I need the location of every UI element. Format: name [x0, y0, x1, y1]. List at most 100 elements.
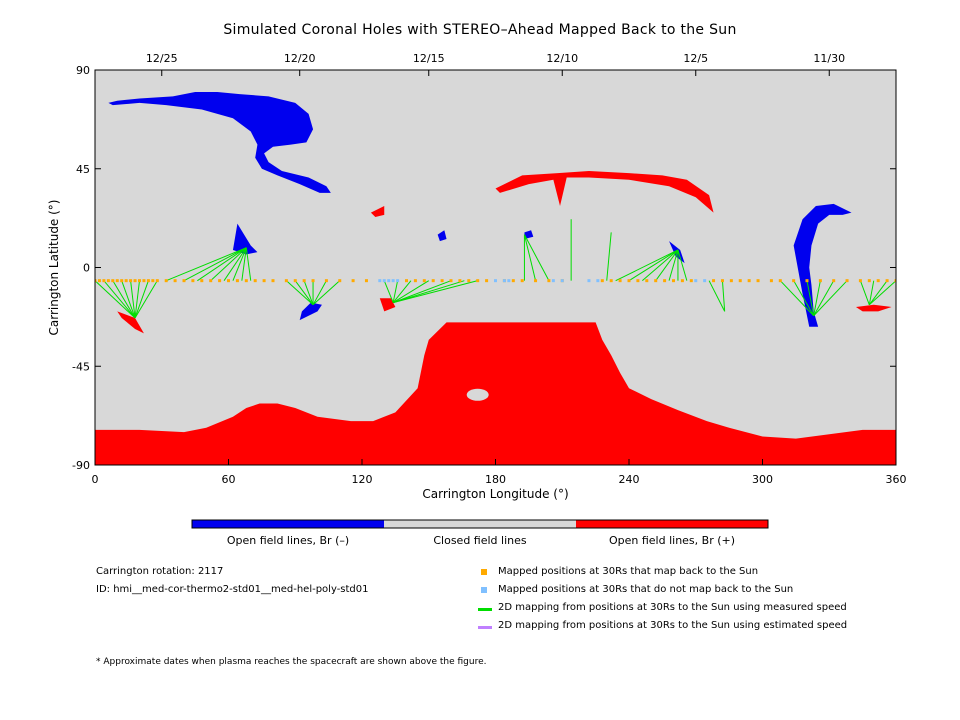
mapped-point: [106, 279, 110, 283]
mapped-point: [476, 279, 480, 283]
mapping-line: [286, 280, 314, 306]
y-tick-label: 90: [76, 64, 90, 77]
carrington-rotation: Carrington rotation: 2117: [96, 566, 224, 577]
legend-label: Mapped positions at 30Rs that do not map…: [498, 584, 794, 595]
mapped-point: [218, 279, 222, 283]
mapped-point: [209, 279, 213, 283]
mapping-line: [383, 280, 394, 303]
mapping-line: [392, 280, 412, 303]
top-date-label: 12/20: [284, 52, 316, 65]
unmapped-point: [551, 279, 555, 283]
mapped-point: [645, 279, 649, 283]
mapped-point: [534, 279, 538, 283]
mapping-line: [130, 280, 136, 319]
mapping-line: [121, 280, 136, 319]
legend-square-swatch: [481, 569, 487, 575]
mapped-point: [351, 279, 355, 283]
mapping-line: [210, 247, 247, 282]
mapped-point: [422, 279, 426, 283]
mapped-point: [738, 279, 742, 283]
mapping-line: [813, 280, 848, 317]
mapping-line: [793, 280, 815, 317]
mapping-line: [134, 280, 149, 319]
mapped-point: [805, 279, 809, 283]
mapping-line: [294, 280, 314, 306]
mapped-point: [845, 279, 849, 283]
mapped-point: [133, 279, 137, 283]
y-tick-label: 45: [76, 163, 90, 176]
mapped-point: [712, 279, 716, 283]
y-axis-label: Carrington Latitude (°): [47, 200, 61, 336]
region-small-pos-1: [117, 311, 144, 334]
mapping-line: [393, 280, 465, 304]
mapped-point: [627, 279, 631, 283]
mapped-point: [142, 279, 146, 283]
x-tick-label: 360: [886, 473, 907, 486]
mapping-line: [606, 232, 612, 281]
mapped-point: [97, 279, 101, 283]
mapped-point: [832, 279, 836, 283]
mapping-line: [708, 280, 726, 312]
unmapped-point: [382, 279, 386, 283]
closed-island: [466, 388, 489, 401]
mapped-point: [858, 279, 862, 283]
legend-label: 2D mapping from positions at 30Rs to the…: [498, 620, 848, 631]
mapped-point: [876, 279, 880, 283]
mapping-line: [523, 234, 550, 281]
mapping-line: [655, 249, 679, 281]
mapping-line: [721, 280, 726, 312]
unmapped-point: [560, 279, 564, 283]
mapping-line: [197, 247, 247, 282]
colorbar-label: Open field lines, Br (–): [226, 534, 350, 547]
mapped-point: [431, 279, 435, 283]
mapping-line: [523, 234, 537, 281]
y-tick-label: 0: [83, 262, 90, 275]
mapped-point: [680, 279, 684, 283]
mapped-point: [244, 279, 248, 283]
mapped-point: [636, 279, 640, 283]
top-date-label: 12/10: [546, 52, 578, 65]
mapped-point: [458, 279, 462, 283]
mapping-line: [134, 280, 158, 319]
mapped-point: [111, 279, 115, 283]
mapping-line: [615, 249, 679, 282]
mapped-point: [338, 279, 342, 283]
mapped-point: [173, 279, 177, 283]
mapping-line: [859, 280, 870, 305]
y-tick-label: -45: [72, 360, 90, 373]
unmapped-point: [694, 279, 698, 283]
legend-label: Mapped positions at 30Rs that map back t…: [498, 566, 759, 577]
mapped-point: [467, 279, 471, 283]
mapped-point: [511, 279, 515, 283]
mapped-point: [618, 279, 622, 283]
mapped-point: [324, 279, 328, 283]
mapping-line: [166, 247, 247, 282]
model-id: ID: hmi__med-cor-thermo2-std01__med-hel-…: [96, 584, 369, 595]
mapping-line: [95, 280, 136, 319]
mapped-point: [792, 279, 796, 283]
mapping-line: [312, 280, 341, 306]
mapping-line: [112, 280, 136, 319]
y-tick-label: -90: [72, 459, 90, 472]
region-small-pos-2: [379, 298, 396, 312]
unmapped-point: [391, 279, 395, 283]
mapping-line: [103, 280, 136, 319]
mapped-point: [120, 279, 124, 283]
mapped-point: [227, 279, 230, 283]
region-small-pos-3: [370, 206, 385, 218]
region-north-polar-hole: [108, 91, 331, 193]
mapped-point: [191, 279, 195, 283]
unmapped-point: [502, 279, 506, 283]
unmapped-point: [703, 279, 707, 283]
top-date-label: 12/15: [413, 52, 445, 65]
mapped-point: [672, 279, 675, 283]
mapping-line: [223, 247, 247, 281]
unmapped-point: [507, 279, 511, 283]
mapped-point: [729, 279, 733, 283]
mapping-line: [134, 280, 140, 319]
mapping-line: [806, 280, 815, 316]
mapped-point: [302, 279, 306, 283]
mapping-line: [393, 280, 478, 304]
colorbar-label: Closed field lines: [433, 534, 527, 547]
